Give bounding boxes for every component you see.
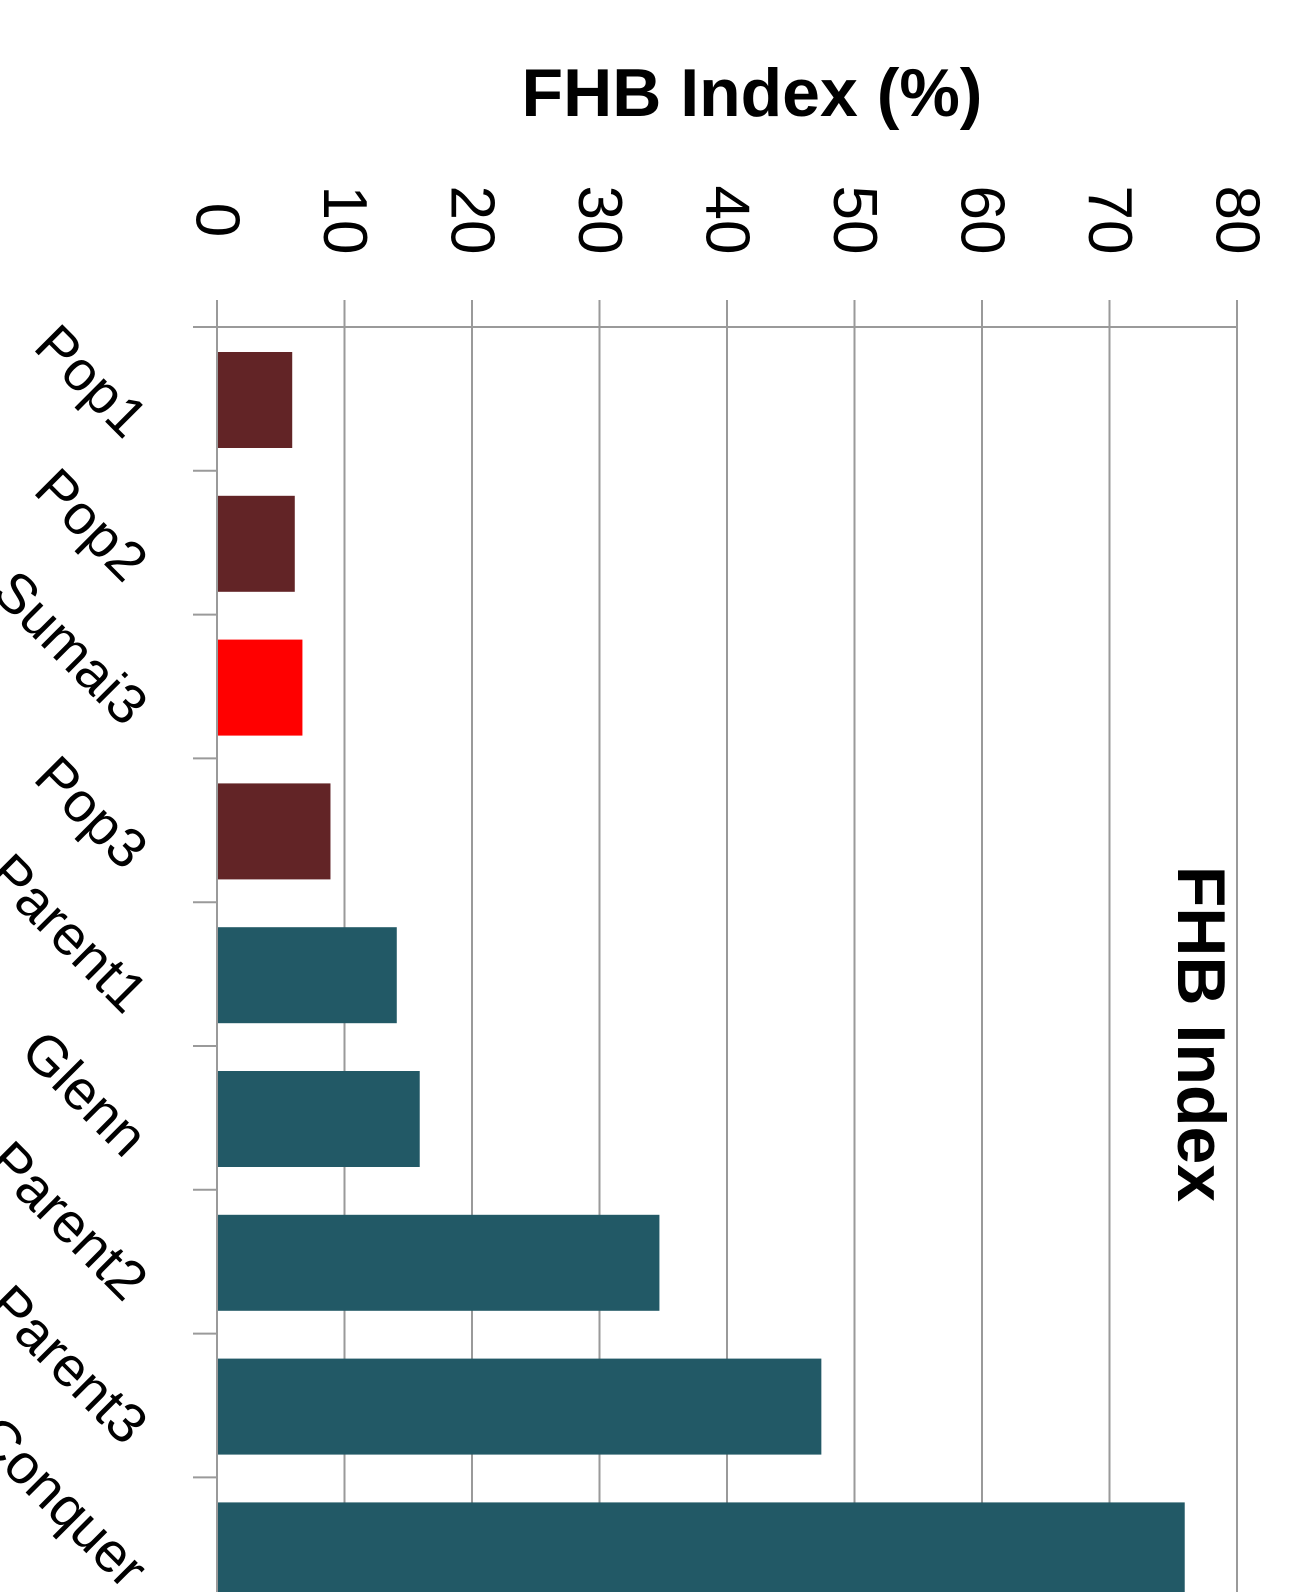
bar-pop1	[217, 352, 293, 448]
category-label-sumai3: Sumai3	[0, 558, 160, 737]
x-tick-label-30: 30	[565, 186, 634, 255]
x-tick-label-40: 40	[693, 186, 762, 255]
category-label-pop3: Pop3	[23, 744, 160, 881]
x-tick-label-80: 80	[1203, 186, 1272, 255]
x-tick-label-0: 0	[183, 203, 252, 237]
bars	[217, 352, 1185, 1592]
x-tick-label-50: 50	[820, 186, 889, 255]
bar-pop3	[217, 783, 331, 880]
chart-title: FHB Index (%)	[522, 55, 983, 131]
x-tick-label-60: 60	[948, 186, 1017, 255]
x-tick-label-20: 20	[438, 186, 507, 255]
category-labels: Pop1Pop2Sumai3Pop3Parent1GlennParent2Par…	[0, 312, 160, 1592]
bar-pop2	[217, 495, 295, 592]
bar-parent1	[217, 927, 397, 1024]
bar-conquer	[217, 1502, 1185, 1592]
category-label-pop2: Pop2	[23, 456, 160, 593]
category-label-pop1: Pop1	[23, 312, 160, 449]
gridlines	[343, 300, 1238, 1592]
x-tick-label-10: 10	[310, 186, 379, 255]
tick-labels: 0 10 20 30 40 50 60 70 80	[183, 186, 1272, 255]
x-tick-label-70: 70	[1075, 186, 1144, 255]
bar-glenn	[217, 1071, 420, 1167]
category-label-parent1: Parent1	[0, 841, 160, 1024]
bar-parent2	[217, 1214, 660, 1311]
axes	[193, 300, 1237, 1592]
chart-subtitle: FHB Index	[1163, 866, 1239, 1202]
bar-sumai3	[217, 639, 303, 736]
bar-parent3	[217, 1358, 822, 1455]
